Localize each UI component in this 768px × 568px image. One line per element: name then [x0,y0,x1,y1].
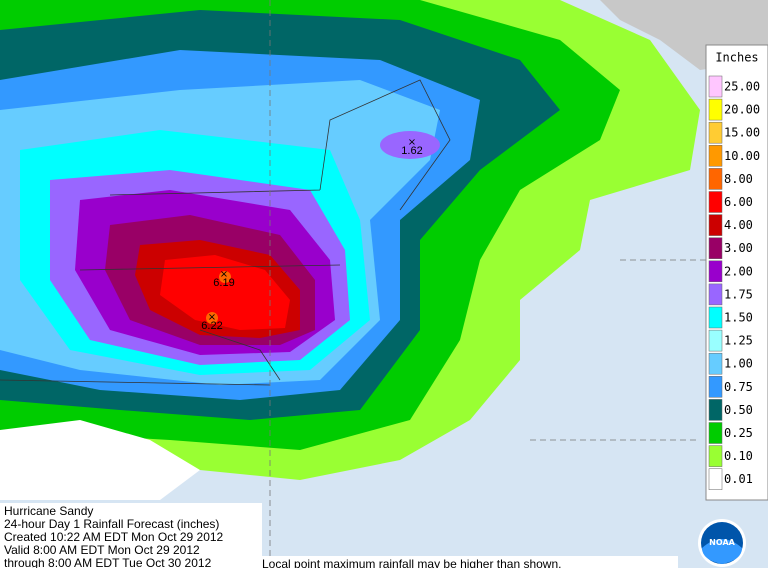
legend-label: 1.00 [724,357,753,371]
legend-swatch [708,352,723,375]
legend-label: 4.00 [724,218,753,232]
caption-line: 24-hour Day 1 Rainfall Forecast (inches) [4,517,219,531]
legend-swatch [708,283,723,306]
logo-text: NOAA [709,538,735,547]
legend-label: 0.50 [724,403,753,417]
rain-1-75-north [380,131,440,159]
legend-swatch [708,306,723,329]
legend-label: 25.00 [724,80,760,94]
rain-8-00 [219,271,231,283]
legend-swatch [708,214,723,236]
caption-line: Created 10:22 AM EDT Mon Oct 29 2012 [4,530,224,544]
marker: × [408,137,416,148]
legend-label: 2.00 [724,264,753,278]
legend-swatch [708,468,723,490]
legend-label: 1.75 [724,287,753,301]
legend-swatch [708,191,723,213]
legend: 25.00 20.00 15.00 10.00 8.00 6.00 4.00 3.00 2.00… [708,75,760,490]
rain-8-00 [206,312,218,324]
legend-swatch [708,376,723,398]
legend-label: 15.00 [724,126,760,140]
legend-swatch [708,98,723,121]
marker: × [220,269,228,280]
annotations: ×1.62×6.19×6.22 [201,137,422,332]
legend-swatch [708,445,723,467]
legend-swatch [708,399,723,421]
dry-area [0,420,200,500]
logo-wave [702,539,742,564]
caption-line: Valid 8:00 AM EDT Mon Oct 29 2012 [4,543,200,557]
legend-label: 3.00 [724,241,753,255]
legend-label: 0.25 [724,426,753,440]
annotation: 1.62 [401,145,422,157]
caption-line: through 8:00 AM EDT Tue Oct 30 2012 [4,556,212,568]
legend-title: Inches [715,51,758,65]
rain-6-00 [160,255,290,330]
caption-line: Hurricane Sandy [4,504,93,518]
legend-swatch [708,75,723,98]
legend-label: 8.00 [724,172,753,186]
legend-swatch [708,121,723,144]
legend-swatch [708,237,723,259]
legend-swatch [708,260,723,283]
caption-box [0,503,262,568]
legend-swatch [708,145,723,167]
legend-swatch [708,168,723,190]
legend-swatch [708,329,723,352]
legend-label: 10.00 [724,149,760,163]
legend-label: 0.75 [724,380,753,394]
note: Local point maximum rainfall may be high… [262,557,561,568]
note-box [258,556,678,568]
legend-swatch [708,422,723,444]
marker: × [208,312,216,323]
legend-label: 0.10 [724,449,753,463]
annotation: 6.19 [213,277,234,289]
legend-label: 1.25 [724,334,753,348]
legend-label: 20.00 [724,103,760,117]
annotation: 6.22 [201,320,222,332]
legend-label: 6.00 [724,195,753,209]
legend-label: 0.01 [724,472,753,486]
legend-label: 1.50 [724,311,753,325]
